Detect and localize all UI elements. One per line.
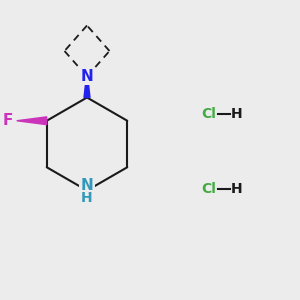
- Text: N: N: [81, 178, 93, 194]
- Text: Cl: Cl: [201, 182, 216, 196]
- Text: F: F: [3, 113, 13, 128]
- Polygon shape: [84, 76, 90, 98]
- Text: H: H: [231, 182, 243, 196]
- Text: H: H: [81, 191, 93, 205]
- Text: Cl: Cl: [201, 107, 216, 121]
- Text: N: N: [81, 69, 93, 84]
- Text: H: H: [231, 107, 243, 121]
- Polygon shape: [17, 117, 47, 125]
